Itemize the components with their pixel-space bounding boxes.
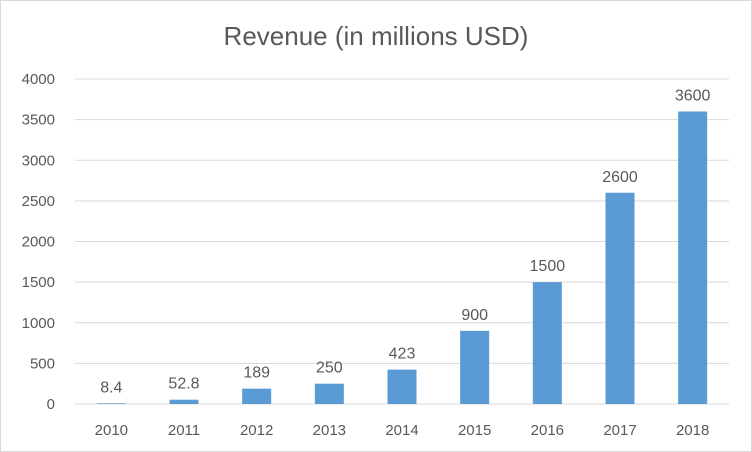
y-tick-label: 0 <box>47 396 55 413</box>
bar <box>314 383 344 404</box>
bar <box>169 399 199 404</box>
x-tick-label: 2012 <box>240 422 273 439</box>
data-label: 1500 <box>530 258 566 275</box>
y-tick-label: 3000 <box>22 152 55 169</box>
data-label: 250 <box>316 360 343 377</box>
y-tick-label: 2000 <box>22 234 55 251</box>
y-tick-label: 4000 <box>22 71 55 88</box>
bar <box>605 192 635 404</box>
bar <box>96 403 126 404</box>
x-tick-label: 2016 <box>531 422 564 439</box>
data-label: 3600 <box>675 88 711 105</box>
data-label: 900 <box>461 307 488 324</box>
data-label: 189 <box>243 365 270 382</box>
y-tick-label: 1500 <box>22 274 55 291</box>
x-tick-label: 2013 <box>313 422 346 439</box>
data-label: 52.8 <box>168 376 199 393</box>
bar <box>242 388 272 404</box>
y-tick-label: 1000 <box>22 315 55 332</box>
x-tick-label: 2010 <box>95 422 128 439</box>
x-tick-label: 2018 <box>676 422 709 439</box>
data-label: 8.4 <box>100 379 122 396</box>
x-tick-label: 2017 <box>603 422 636 439</box>
bar <box>678 111 708 404</box>
bar <box>387 369 417 404</box>
x-tick-label: 2014 <box>385 422 418 439</box>
data-label: 2600 <box>602 169 638 186</box>
y-tick-label: 500 <box>30 355 55 372</box>
data-label: 423 <box>389 346 416 363</box>
y-tick-label: 2500 <box>22 193 55 210</box>
x-tick-label: 2011 <box>168 422 200 439</box>
y-tick-label: 3500 <box>22 112 55 129</box>
x-tick-label: 2015 <box>458 422 491 439</box>
chart-title: Revenue (in millions USD) <box>223 21 529 51</box>
bar <box>460 330 490 404</box>
bar <box>532 282 562 404</box>
